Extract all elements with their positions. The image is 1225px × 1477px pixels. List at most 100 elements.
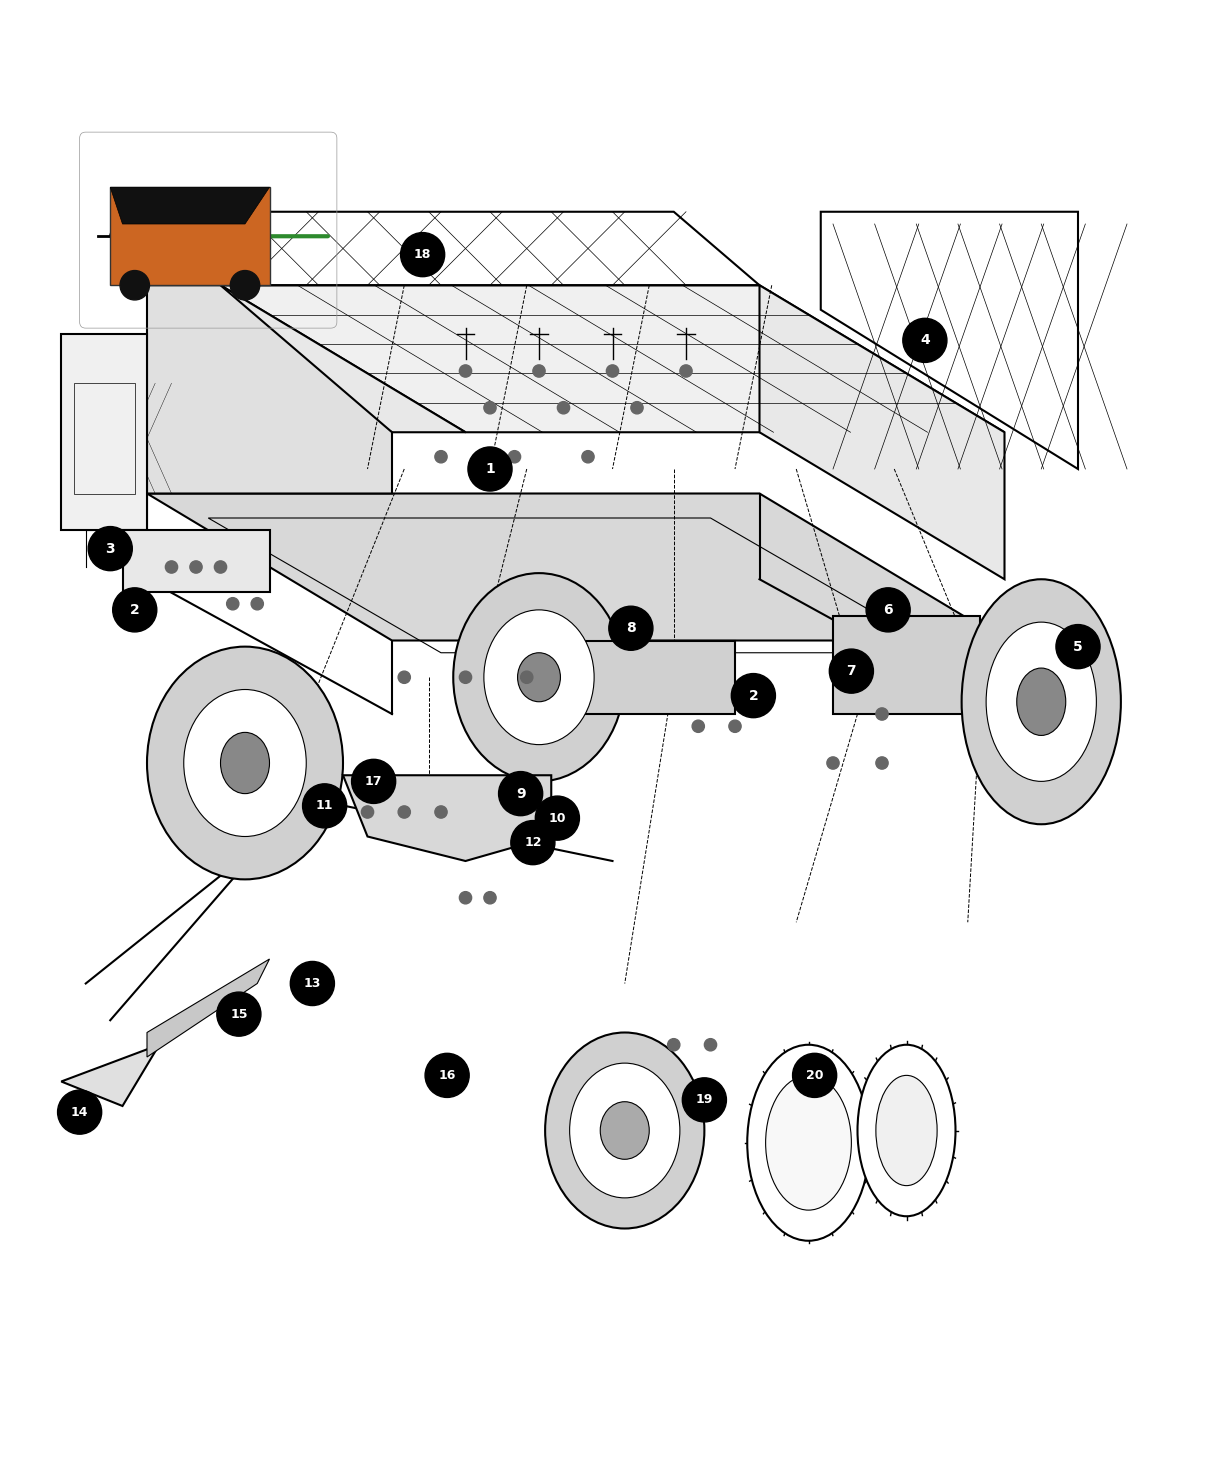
Circle shape — [1056, 625, 1100, 669]
Circle shape — [190, 561, 202, 573]
Ellipse shape — [600, 1102, 649, 1159]
Text: 15: 15 — [230, 1007, 247, 1021]
Polygon shape — [61, 1044, 159, 1106]
Text: 4: 4 — [920, 334, 930, 347]
Circle shape — [829, 648, 873, 693]
Ellipse shape — [545, 1032, 704, 1229]
Circle shape — [290, 962, 334, 1006]
Circle shape — [668, 1038, 680, 1050]
Text: 8: 8 — [626, 622, 636, 635]
Circle shape — [499, 771, 543, 815]
Circle shape — [58, 1090, 102, 1134]
Polygon shape — [147, 285, 466, 433]
Ellipse shape — [876, 1075, 937, 1186]
Circle shape — [533, 365, 545, 377]
Ellipse shape — [1017, 668, 1066, 736]
Ellipse shape — [570, 1063, 680, 1198]
Circle shape — [692, 721, 704, 733]
Circle shape — [484, 892, 496, 904]
Circle shape — [582, 450, 594, 462]
Ellipse shape — [484, 610, 594, 744]
Circle shape — [827, 756, 839, 770]
Circle shape — [631, 402, 643, 414]
Circle shape — [361, 806, 374, 818]
Circle shape — [682, 1078, 726, 1123]
Circle shape — [793, 1053, 837, 1097]
Text: 5: 5 — [1073, 640, 1083, 654]
Polygon shape — [833, 616, 980, 713]
Ellipse shape — [766, 1075, 851, 1210]
Circle shape — [535, 796, 579, 840]
Circle shape — [508, 450, 521, 462]
Text: 3: 3 — [105, 542, 115, 555]
Polygon shape — [147, 285, 392, 493]
Circle shape — [120, 270, 149, 300]
Circle shape — [876, 756, 888, 770]
Circle shape — [113, 588, 157, 632]
Text: 17: 17 — [365, 775, 382, 787]
Circle shape — [484, 402, 496, 414]
Polygon shape — [343, 775, 551, 861]
Circle shape — [704, 1038, 717, 1050]
Ellipse shape — [453, 573, 625, 781]
Polygon shape — [576, 641, 735, 713]
Circle shape — [459, 365, 472, 377]
Circle shape — [352, 759, 396, 803]
Ellipse shape — [962, 579, 1121, 824]
Circle shape — [398, 806, 410, 818]
Circle shape — [468, 448, 512, 490]
Ellipse shape — [147, 647, 343, 879]
Ellipse shape — [858, 1044, 956, 1216]
Text: 6: 6 — [883, 603, 893, 617]
Circle shape — [435, 450, 447, 462]
Text: 13: 13 — [304, 976, 321, 990]
Text: 16: 16 — [439, 1069, 456, 1081]
Text: 9: 9 — [516, 787, 526, 801]
Text: 14: 14 — [71, 1106, 88, 1118]
Circle shape — [398, 671, 410, 684]
Circle shape — [521, 671, 533, 684]
Polygon shape — [147, 959, 270, 1058]
Ellipse shape — [184, 690, 306, 836]
Circle shape — [459, 892, 472, 904]
Polygon shape — [147, 493, 1004, 641]
Circle shape — [303, 784, 347, 829]
Polygon shape — [61, 334, 147, 530]
Text: 11: 11 — [316, 799, 333, 812]
Polygon shape — [110, 188, 270, 225]
Circle shape — [88, 527, 132, 570]
Ellipse shape — [986, 622, 1096, 781]
Text: 12: 12 — [524, 836, 541, 849]
Circle shape — [903, 319, 947, 362]
Text: 1: 1 — [485, 462, 495, 476]
Circle shape — [459, 671, 472, 684]
Text: 2: 2 — [130, 603, 140, 617]
Circle shape — [609, 606, 653, 650]
Circle shape — [165, 561, 178, 573]
Circle shape — [227, 598, 239, 610]
Polygon shape — [110, 188, 270, 285]
Text: 10: 10 — [549, 812, 566, 824]
Circle shape — [401, 232, 445, 276]
Polygon shape — [220, 285, 1004, 433]
Ellipse shape — [747, 1044, 870, 1241]
Text: 2: 2 — [748, 688, 758, 703]
Circle shape — [729, 721, 741, 733]
Circle shape — [230, 270, 260, 300]
Circle shape — [731, 674, 775, 718]
Text: 20: 20 — [806, 1069, 823, 1081]
Polygon shape — [122, 530, 270, 591]
Circle shape — [511, 821, 555, 864]
Text: 7: 7 — [846, 665, 856, 678]
Circle shape — [214, 561, 227, 573]
Circle shape — [866, 588, 910, 632]
Text: 19: 19 — [696, 1093, 713, 1106]
Circle shape — [606, 365, 619, 377]
Circle shape — [251, 598, 263, 610]
Circle shape — [425, 1053, 469, 1097]
Polygon shape — [760, 285, 1004, 579]
Circle shape — [680, 365, 692, 377]
Circle shape — [876, 707, 888, 721]
Text: 18: 18 — [414, 248, 431, 261]
Ellipse shape — [518, 653, 561, 702]
